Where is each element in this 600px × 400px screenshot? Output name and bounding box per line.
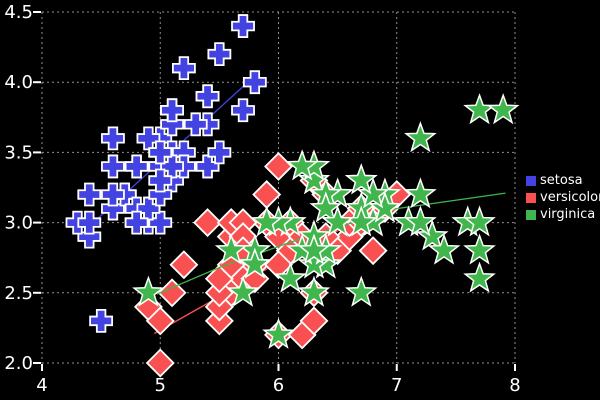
y-axis-tick-label: 4.5 bbox=[4, 2, 33, 23]
point-setosa bbox=[148, 140, 173, 165]
point-setosa bbox=[124, 154, 149, 179]
point-virginica bbox=[285, 149, 319, 181]
point-versicolor bbox=[264, 151, 293, 181]
point-virginica bbox=[356, 177, 390, 209]
point-setosa bbox=[195, 84, 220, 109]
point-virginica bbox=[226, 275, 260, 307]
point-virginica bbox=[427, 233, 461, 265]
point-virginica bbox=[486, 93, 520, 125]
point-setosa bbox=[101, 154, 125, 179]
point-virginica bbox=[297, 275, 331, 307]
point-versicolor bbox=[193, 208, 223, 238]
legend-item-virginica: virginica bbox=[526, 208, 600, 222]
legend-swatch-virginica bbox=[526, 210, 536, 220]
y-axis-tick-label: 2.5 bbox=[4, 283, 33, 304]
point-virginica bbox=[344, 163, 378, 195]
point-setosa bbox=[207, 42, 232, 67]
point-setosa bbox=[160, 98, 184, 123]
legend-label-setosa: setosa bbox=[540, 173, 583, 188]
point-virginica bbox=[415, 219, 449, 251]
legend-label-versicolor: versicolor bbox=[540, 190, 600, 205]
point-setosa bbox=[195, 154, 220, 179]
point-versicolor bbox=[145, 306, 175, 336]
point-virginica bbox=[273, 261, 307, 293]
x-axis-tick-label: 5 bbox=[155, 375, 166, 396]
point-setosa bbox=[242, 70, 267, 95]
point-virginica bbox=[309, 191, 343, 223]
point-setosa bbox=[183, 112, 208, 137]
point-virginica bbox=[262, 317, 295, 349]
point-setosa bbox=[89, 308, 114, 333]
legend-item-versicolor: versicolor bbox=[526, 191, 600, 205]
point-virginica bbox=[297, 247, 331, 279]
point-virginica bbox=[297, 233, 331, 265]
point-virginica bbox=[321, 205, 354, 237]
point-versicolor bbox=[169, 250, 199, 280]
point-virginica bbox=[214, 233, 248, 265]
y-axis-tick-label: 3.5 bbox=[4, 142, 33, 163]
point-virginica bbox=[463, 93, 496, 125]
point-versicolor bbox=[145, 348, 175, 378]
point-virginica bbox=[238, 247, 272, 279]
point-setosa bbox=[207, 140, 232, 165]
series-setosa bbox=[65, 14, 267, 333]
point-virginica bbox=[368, 191, 402, 223]
legend-swatch-versicolor bbox=[526, 193, 536, 203]
y-axis-tick-label: 4.0 bbox=[4, 72, 33, 93]
point-versicolor bbox=[299, 306, 329, 336]
virginica-trend-line bbox=[156, 192, 506, 295]
point-virginica bbox=[404, 177, 437, 209]
point-setosa bbox=[77, 182, 102, 207]
point-versicolor bbox=[358, 236, 388, 266]
x-axis-tick-label: 8 bbox=[509, 375, 520, 396]
y-axis-tick-label: 2.0 bbox=[4, 353, 33, 374]
point-setosa bbox=[231, 14, 255, 38]
point-virginica bbox=[297, 163, 331, 195]
axis-labels: 4 5 6 7 8 4.5 4.0 3.5 3.0 2.5 2.0 bbox=[4, 2, 520, 396]
point-virginica bbox=[463, 233, 496, 265]
y-axis-tick-label: 3.0 bbox=[4, 213, 33, 234]
point-setosa bbox=[172, 56, 196, 81]
x-axis-tick-label: 7 bbox=[391, 375, 402, 396]
point-virginica bbox=[404, 121, 437, 153]
point-setosa bbox=[124, 210, 149, 235]
point-setosa bbox=[101, 126, 125, 151]
point-setosa bbox=[231, 98, 255, 123]
point-setosa bbox=[136, 196, 161, 221]
point-virginica bbox=[344, 275, 378, 307]
legend-swatch-setosa bbox=[526, 176, 536, 186]
x-axis-tick-label: 4 bbox=[36, 375, 47, 396]
legend-label-virginica: virginica bbox=[540, 207, 596, 222]
point-virginica bbox=[250, 205, 284, 237]
x-axis-tick-label: 6 bbox=[273, 375, 284, 396]
point-virginica bbox=[132, 275, 165, 307]
series-virginica bbox=[132, 93, 520, 349]
point-setosa bbox=[101, 182, 125, 207]
point-setosa bbox=[148, 168, 173, 193]
point-setosa bbox=[77, 210, 102, 235]
point-virginica bbox=[463, 261, 496, 293]
point-virginica bbox=[404, 205, 437, 237]
legend: setosa versicolor virginica bbox=[526, 174, 600, 222]
point-versicolor bbox=[252, 180, 282, 209]
legend-item-setosa: setosa bbox=[526, 174, 600, 188]
point-virginica bbox=[463, 205, 496, 237]
